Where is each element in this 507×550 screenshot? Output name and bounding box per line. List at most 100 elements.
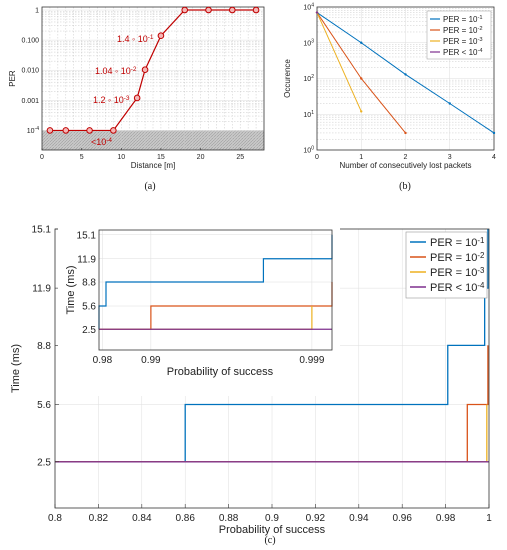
chart-panel-c: 0.8 0.82 0.84 0.86 0.88 0.9 0.92 0.94 0.96 0.98 1 2… xyxy=(10,225,492,547)
x-tick-label: 0.94 xyxy=(349,513,369,524)
y-axis-label: Occurence xyxy=(283,59,292,98)
annotation-1e-3: 1.2 ◦ 10-3 xyxy=(93,95,130,105)
data-point xyxy=(205,6,212,14)
x-tick-label: 0.82 xyxy=(89,513,109,524)
plot-area-a: 0 5 10 15 20 25 10-4 0.001 0.010 0.100 1 Distance [… xyxy=(8,6,265,170)
x-axis-label: Number of consecutively lost packets xyxy=(339,161,471,170)
y-tick-label: 10-4 xyxy=(27,126,39,135)
data-point xyxy=(157,32,165,40)
y-tick-label: 2.5 xyxy=(37,457,51,468)
x-tick-label: 0.84 xyxy=(132,513,152,524)
inset-y-tick-label: 2.5 xyxy=(82,325,96,336)
data-point xyxy=(133,94,141,102)
data-point-0 xyxy=(492,131,496,135)
y-tick-label: 11.9 xyxy=(32,284,51,295)
y-tick-label: 8.8 xyxy=(37,341,51,352)
inset-y-tick-label: 5.6 xyxy=(82,302,96,313)
plot-area-b: 0 1 2 3 4 100 101 102 103 104 Number of consecutiv… xyxy=(283,3,496,171)
caption-b: (b) xyxy=(399,181,411,192)
inset-y-tick-label: 11.9 xyxy=(77,254,96,265)
inset-x-tick-label: 0.98 xyxy=(93,355,113,366)
legend-label: PER < 10-4 xyxy=(443,48,483,57)
caption-c: (c) xyxy=(264,535,275,546)
y-tick-label: 0.001 xyxy=(21,98,39,105)
y-tick-label: 100 xyxy=(303,146,314,155)
y-axis-label: PER xyxy=(8,70,17,87)
inset-x-tick-label: 0.99 xyxy=(141,355,161,366)
x-tick-label: 5 xyxy=(80,154,84,161)
inset-plot-background xyxy=(99,230,332,350)
x-tick-label: 10 xyxy=(117,154,125,161)
x-tick-label: 0.92 xyxy=(306,513,326,524)
x-tick-label: 0 xyxy=(315,154,319,161)
x-tick-label: 0.98 xyxy=(436,513,456,524)
y-axis-label: Time (ms) xyxy=(10,344,22,393)
x-axis-label: Distance [m] xyxy=(131,161,175,170)
data-point-3 xyxy=(315,11,319,14)
data-point xyxy=(46,127,54,134)
inset-series-line-0 xyxy=(98,234,333,330)
inset-y-axis-label: Time (ms) xyxy=(65,265,77,314)
data-point xyxy=(228,6,236,14)
y-tick-label: 0.010 xyxy=(21,68,39,75)
data-point xyxy=(86,127,93,134)
x-tick-label: 1 xyxy=(359,154,363,161)
axes-frame-b xyxy=(316,6,495,151)
legend-label: PER = 10-1 xyxy=(443,15,483,24)
legend-label: PER = 10-2 xyxy=(443,26,483,35)
data-point xyxy=(110,127,117,134)
plot-area-c: 0.8 0.82 0.84 0.86 0.88 0.9 0.92 0.94 0.96 0.98 1 2… xyxy=(10,225,492,537)
inset-y-tick-label: 8.8 xyxy=(82,278,96,289)
x-tick-label: 3 xyxy=(448,154,452,161)
data-point-0 xyxy=(360,41,363,44)
y-tick-label: 5.6 xyxy=(37,400,51,411)
legend-label: PER < 10-4 xyxy=(430,281,485,294)
data-point xyxy=(252,6,260,14)
legend-label: PER = 10-3 xyxy=(430,266,485,279)
x-tick-label: 2 xyxy=(404,154,408,161)
x-tick-label: 0.86 xyxy=(175,513,195,524)
inset-axes-frame xyxy=(98,229,333,351)
data-point-2 xyxy=(360,110,363,113)
data-point-1 xyxy=(404,131,407,135)
y-tick-label: 0.100 xyxy=(21,38,39,45)
x-tick-label: 0.88 xyxy=(219,513,239,524)
x-tick-label: 1 xyxy=(486,513,492,524)
x-tick-label: 0.96 xyxy=(392,513,412,524)
x-axis-label: Probability of success xyxy=(219,524,326,536)
y-tick-label: 1 xyxy=(35,8,39,15)
legend-label: PER = 10-3 xyxy=(443,37,483,46)
legend-label: PER = 10-1 xyxy=(430,236,485,249)
y-tick-label: 103 xyxy=(303,38,314,47)
data-point xyxy=(62,127,70,134)
x-tick-label: 0 xyxy=(40,154,44,161)
data-point-0 xyxy=(448,102,451,105)
chart-panel-b: 0 1 2 3 4 100 101 102 103 104 Number of consecutiv… xyxy=(283,3,496,193)
y-tick-label: 101 xyxy=(303,110,314,119)
x-tick-label: 4 xyxy=(492,154,496,161)
y-tick-label: 102 xyxy=(303,74,314,83)
annotation-1e-2: 1.04 ◦ 10-2 xyxy=(95,66,137,76)
x-tick-label: 25 xyxy=(236,154,244,161)
y-tick-label: 104 xyxy=(303,3,314,12)
annotation-below-1e-4: <10-4 xyxy=(91,137,112,147)
data-point-1 xyxy=(360,77,363,80)
y-tick-label: 15.1 xyxy=(32,225,52,236)
annotation-1e-1: 1.4 ◦ 10-1 xyxy=(117,34,154,44)
data-point xyxy=(141,66,149,74)
data-point xyxy=(181,6,189,14)
caption-a: (a) xyxy=(144,181,155,192)
inset-x-tick-label: 0.999 xyxy=(299,355,324,366)
x-tick-label: 15 xyxy=(157,154,165,161)
x-tick-label: 0.9 xyxy=(265,513,279,524)
x-tick-label: 0.8 xyxy=(48,513,62,524)
legend-label: PER = 10-2 xyxy=(430,251,484,264)
series-line-2 xyxy=(316,12,362,112)
data-point-0 xyxy=(404,73,407,76)
x-tick-label: 20 xyxy=(197,154,205,161)
inset-y-tick-label: 15.1 xyxy=(77,230,97,241)
chart-panel-a: 0 5 10 15 20 25 10-4 0.001 0.010 0.100 1 Distance [… xyxy=(8,6,265,192)
inset-x-axis-label: Probability of success xyxy=(167,366,274,378)
axes-frame-a xyxy=(41,6,265,151)
